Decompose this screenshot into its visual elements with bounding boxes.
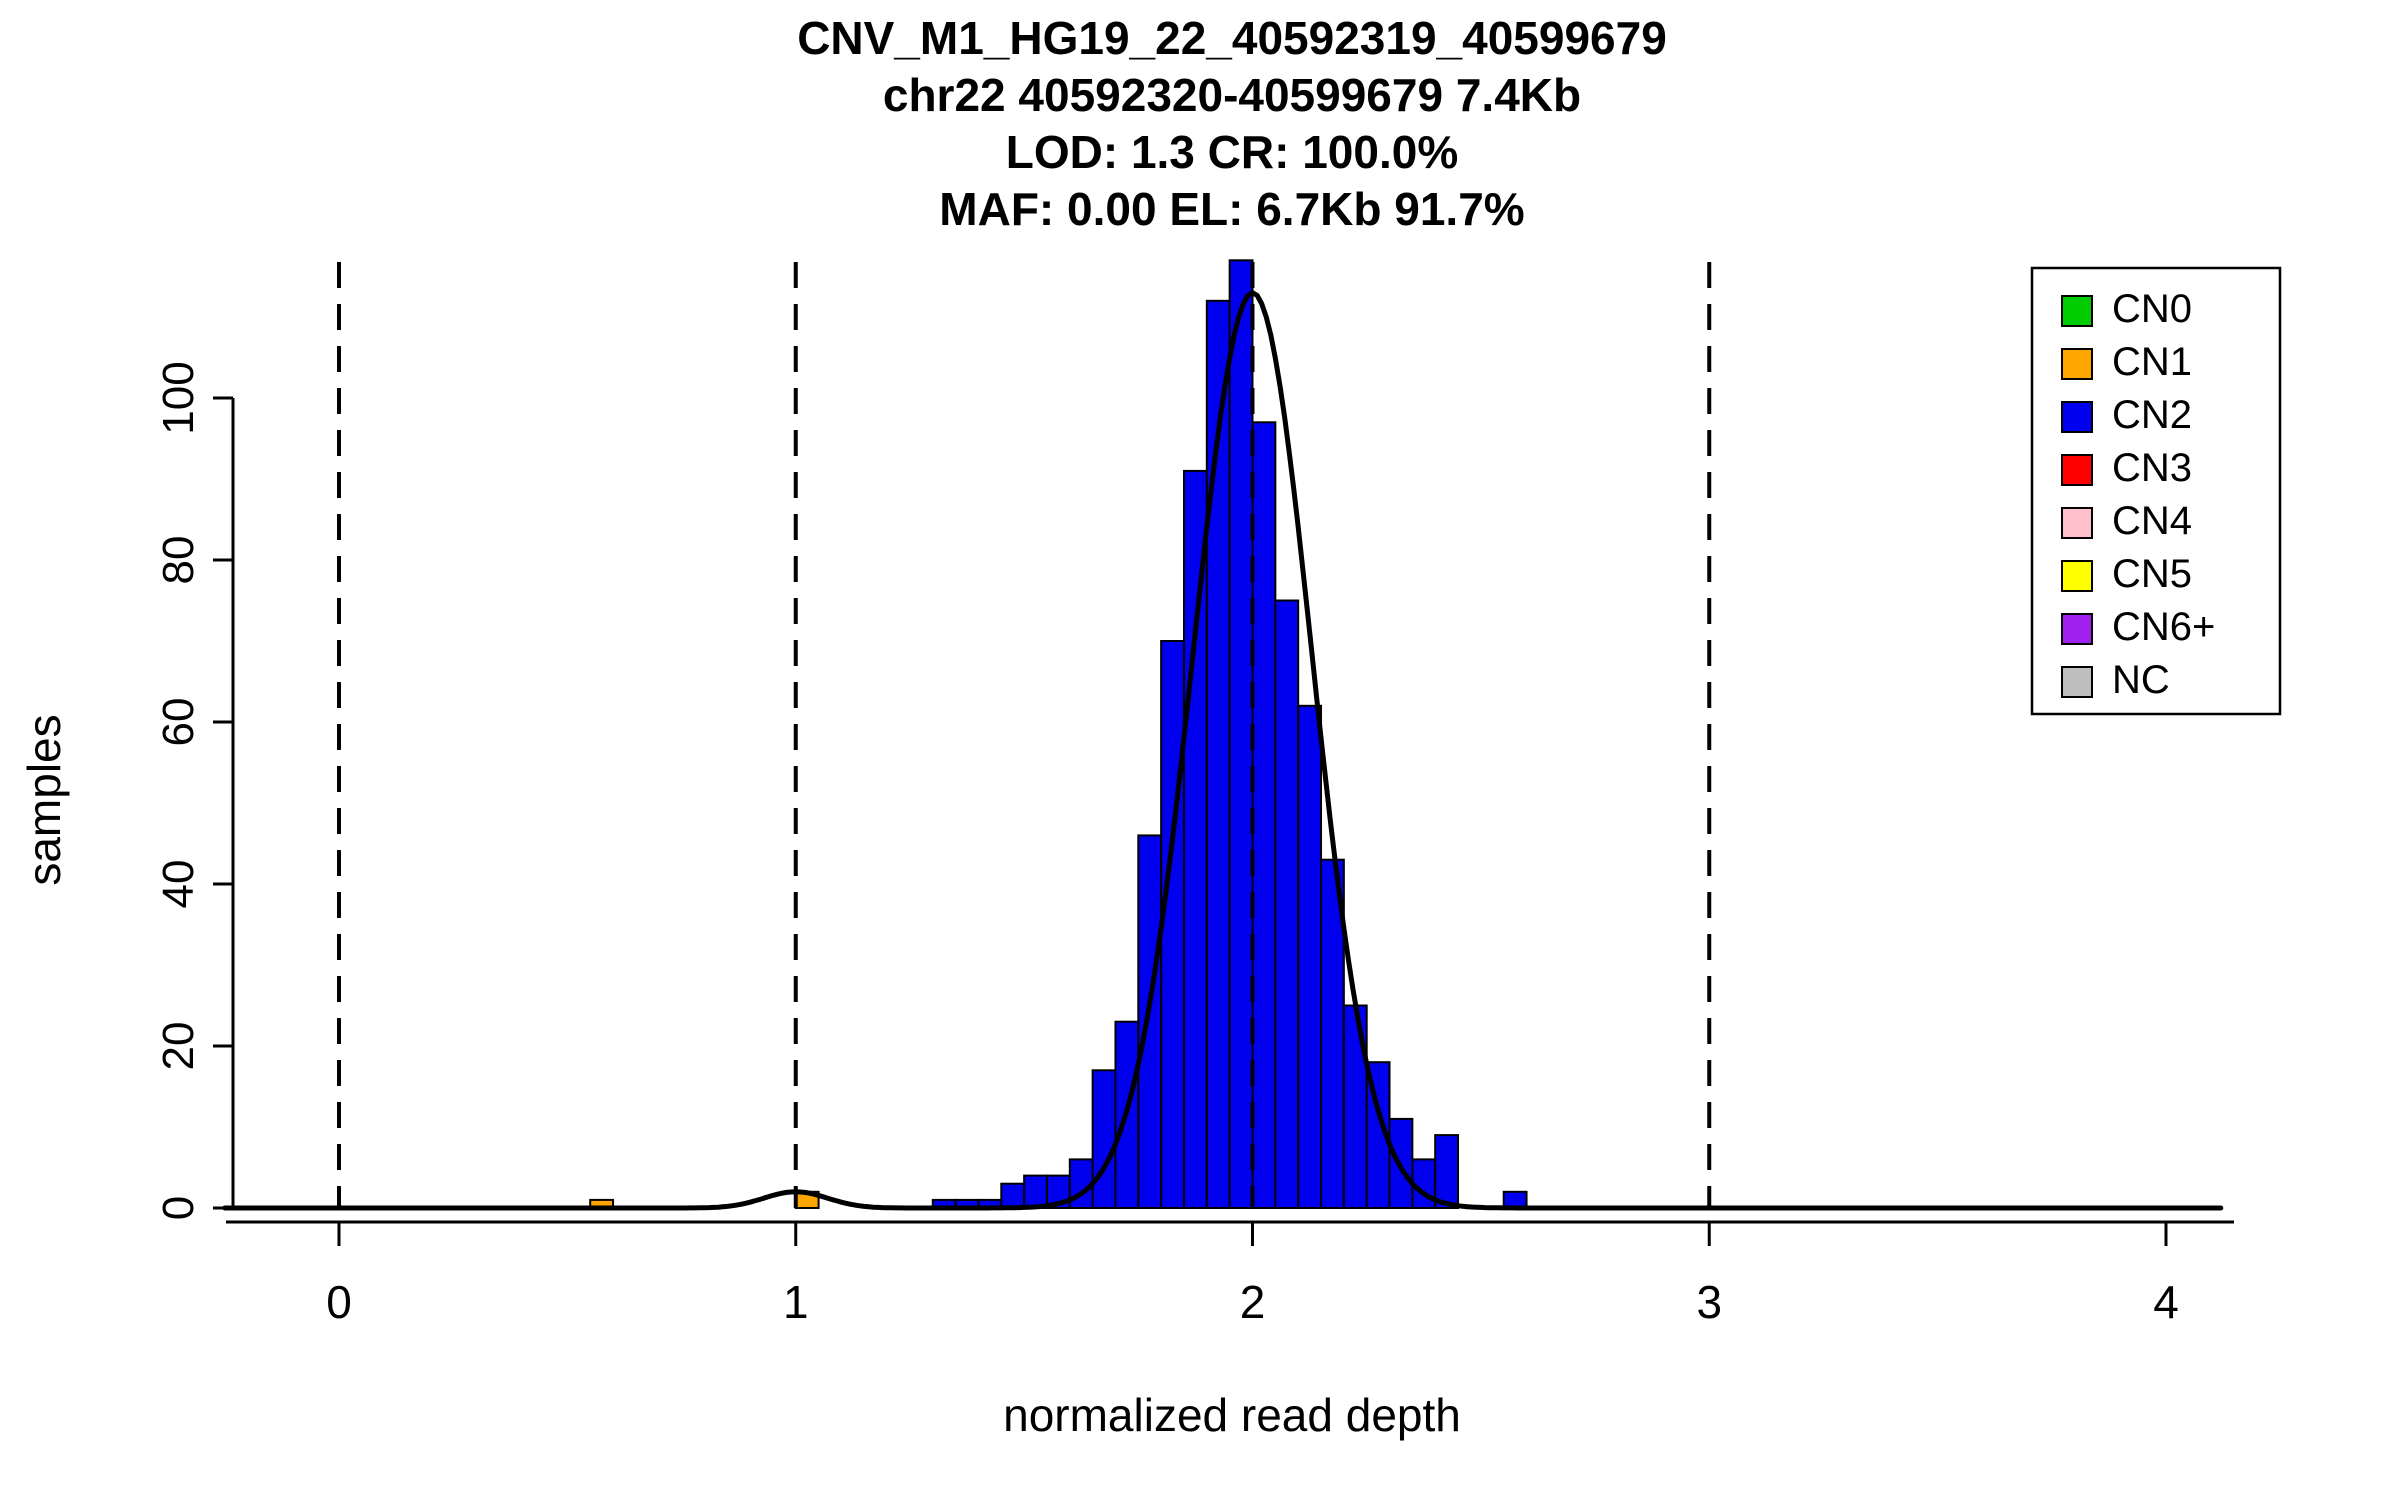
histogram-bar-cn2 [1137,834,1163,1210]
legend-label-cn0: CN0 [2112,287,2192,331]
histogram-bar-cn2 [1023,1174,1048,1209]
legend-swatch-cn2 [2061,401,2093,433]
legend-swatch-cn5 [2061,560,2093,592]
x-tick-label: 4 [2153,1276,2179,1328]
legend-swatch-cn1 [2061,348,2093,380]
plot-title-line-1: CNV_M1_HG19_22_40592319_40599679 [797,12,1667,64]
y-tick-label: 80 [154,536,203,585]
plot-title-line-4: MAF: 0.00 EL: 6.7Kb 91.7% [939,183,1525,235]
histogram-bar-cn2 [1160,640,1185,1209]
histogram-bar-cn2 [1434,1134,1460,1209]
x-axis-label: normalized read depth [1003,1389,1461,1441]
legend-swatch-nc [2061,666,2093,698]
histogram-bar-cn2 [1297,704,1323,1209]
y-tick-label: 20 [154,1022,203,1071]
histogram-bar-cn2 [1251,421,1277,1209]
histogram-bar-cn2 [1091,1069,1117,1210]
legend-label-cn3: CN3 [2112,446,2192,490]
legend-swatch-cn0 [2061,295,2093,327]
histogram-bar-cn2 [1274,599,1300,1209]
histogram-bar-cn2 [1228,259,1254,1209]
legend-swatch-cn6+ [2061,613,2093,645]
y-tick-label: 100 [154,361,203,434]
x-tick-label: 3 [1696,1276,1722,1328]
y-tick-label: 60 [154,698,203,747]
x-tick-label: 2 [1240,1276,1266,1328]
legend-label-cn2: CN2 [2112,393,2192,437]
y-tick-label: 0 [154,1196,203,1220]
y-tick-label: 40 [154,860,203,909]
legend-label-nc: NC [2112,658,2170,702]
x-tick-label: 1 [783,1276,809,1328]
plot-title-line-3: LOD: 1.3 CR: 100.0% [1005,126,1459,178]
legend-label-cn4: CN4 [2112,499,2192,543]
x-tick-label: 0 [326,1276,352,1328]
plot-title-line-2: chr22 40592320-40599679 7.4Kb [882,69,1582,121]
legend-label-cn6+: CN6+ [2112,605,2215,649]
legend-label-cn1: CN1 [2112,340,2192,384]
density-curve [222,290,2224,1211]
legend-label-cn5: CN5 [2112,552,2192,596]
legend-swatch-cn4 [2061,507,2093,539]
histogram-bar-cn2 [1000,1182,1026,1209]
plot-title-block: CNV_M1_HG19_22_40592319_40599679 chr22 4… [82,10,2382,238]
histogram-bar-cn2 [1182,469,1208,1209]
y-axis-label: samples [18,714,70,886]
legend-swatch-cn3 [2061,454,2093,486]
